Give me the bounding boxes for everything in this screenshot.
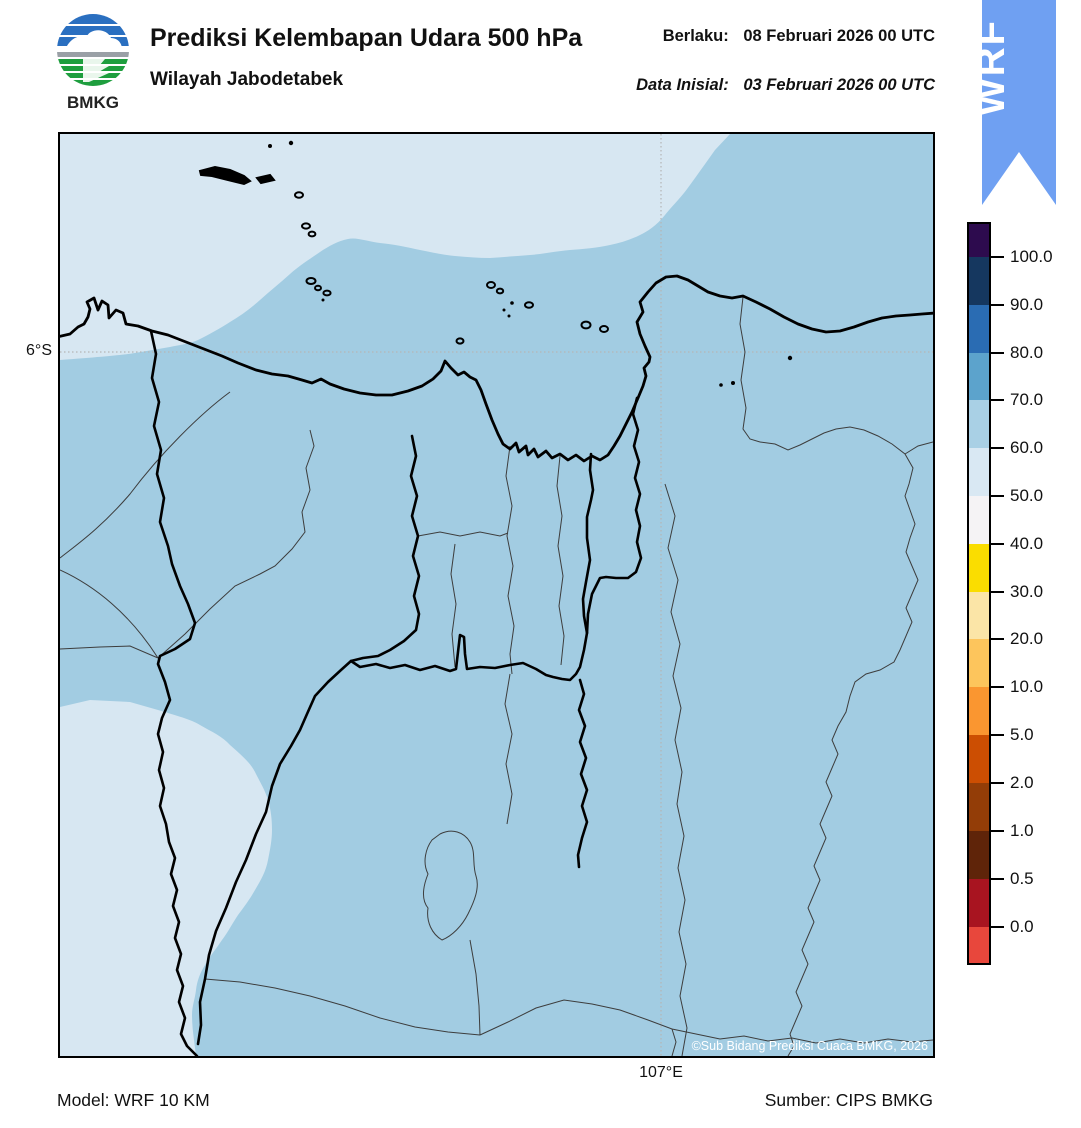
colorbar-segment bbox=[969, 257, 989, 305]
map-canvas: ©Sub Bidang Prediksi Cuaca BMKG, 2026 bbox=[55, 134, 938, 1058]
colorbar-tick-label: 20.0 bbox=[1010, 629, 1044, 648]
humidity-region-50-60-north bbox=[60, 134, 730, 360]
initial-time: Data Inisial: 03 Februari 2026 00 UTC bbox=[636, 76, 935, 95]
page-title: Prediksi Kelembapan Udara 500 hPa bbox=[150, 24, 583, 52]
colorbar-tick-label: 30.0 bbox=[1010, 582, 1044, 601]
lat-tick-label: 6°S bbox=[26, 342, 52, 359]
colorbar-segment bbox=[969, 224, 989, 257]
colorbar-tick-mark bbox=[991, 878, 1004, 880]
colorbar-segment bbox=[969, 783, 989, 831]
forecast-map: ©Sub Bidang Prediksi Cuaca BMKG, 2026 bbox=[55, 132, 938, 1058]
colorbar-tick-mark bbox=[991, 591, 1004, 593]
bmkg-logo: BMKG bbox=[53, 12, 133, 112]
islands bbox=[198, 140, 793, 387]
colorbar-segment bbox=[969, 879, 989, 927]
colorbar-tick-label: 100.0 bbox=[1010, 247, 1053, 266]
colorbar-tick-mark bbox=[991, 686, 1004, 688]
source-label: Sumber: CIPS BMKG bbox=[764, 1090, 933, 1110]
colorbar-tick-mark bbox=[991, 495, 1004, 497]
valid-time-value: 08 Februari 2026 00 UTC bbox=[743, 27, 935, 45]
colorbar-tick-label: 60.0 bbox=[1010, 438, 1044, 457]
colorbar-tick-mark bbox=[991, 352, 1004, 354]
colorbar-segment bbox=[969, 353, 989, 400]
colorbar-segment bbox=[969, 687, 989, 735]
bmkg-logo-text: BMKG bbox=[67, 93, 119, 112]
colorbar-tick-label: 10.0 bbox=[1010, 677, 1044, 696]
colorbar-tick-label: 1.0 bbox=[1010, 821, 1034, 840]
colorbar-tick-mark bbox=[991, 830, 1004, 832]
colorbar-tick-mark bbox=[991, 782, 1004, 784]
colorbar-tick-label: 40.0 bbox=[1010, 534, 1044, 553]
colorbar bbox=[967, 222, 991, 965]
initial-time-value: 03 Februari 2026 00 UTC bbox=[743, 76, 935, 94]
colorbar-tick-mark bbox=[991, 399, 1004, 401]
lon-tick-label: 107°E bbox=[639, 1064, 683, 1081]
colorbar-tick-label: 2.0 bbox=[1010, 773, 1034, 792]
colorbar-tick-mark bbox=[991, 256, 1004, 258]
valid-time-label: Berlaku: bbox=[662, 27, 729, 45]
coastline bbox=[55, 274, 938, 463]
colorbar-tick-mark bbox=[991, 543, 1004, 545]
model-label: Model: WRF 10 KM bbox=[57, 1090, 210, 1110]
colorbar-tick-label: 0.0 bbox=[1010, 917, 1034, 936]
colorbar-tick-label: 0.5 bbox=[1010, 869, 1034, 888]
colorbar-segment bbox=[969, 927, 989, 963]
wrf-ribbon: WRF bbox=[969, 0, 1056, 205]
colorbar-tick-label: 5.0 bbox=[1010, 725, 1034, 744]
humidity-region-50-60-southwest bbox=[60, 700, 272, 1056]
colorbar-segment bbox=[969, 544, 989, 592]
wrf-ribbon-label: WRF bbox=[982, 19, 1013, 116]
colorbar-segment bbox=[969, 400, 989, 448]
page-subtitle: Wilayah Jabodetabek bbox=[150, 69, 344, 90]
graticule bbox=[60, 134, 933, 1056]
colorbar-segment bbox=[969, 639, 989, 687]
colorbar-segment bbox=[969, 305, 989, 353]
colorbar-tick-label: 90.0 bbox=[1010, 295, 1044, 314]
province-boundaries bbox=[149, 329, 643, 1058]
wrf-ribbon-shape bbox=[982, 0, 1056, 205]
colorbar-segment bbox=[969, 592, 989, 639]
colorbar-tick-label: 70.0 bbox=[1010, 390, 1044, 409]
colorbar-tick-mark bbox=[991, 447, 1004, 449]
colorbar-tick-mark bbox=[991, 734, 1004, 736]
colorbar-segment bbox=[969, 831, 989, 879]
colorbar-tick-mark bbox=[991, 304, 1004, 306]
bmkg-logo-icon: BMKG bbox=[57, 14, 129, 112]
colorbar-tick-label: 80.0 bbox=[1010, 343, 1044, 362]
colorbar-segment bbox=[969, 735, 989, 783]
colorbar-tick-mark bbox=[991, 926, 1004, 928]
colorbar-tick-mark bbox=[991, 638, 1004, 640]
colorbar-segment bbox=[969, 496, 989, 544]
map-copyright: ©Sub Bidang Prediksi Cuaca BMKG, 2026 bbox=[692, 1039, 928, 1053]
colorbar-tick-label: 50.0 bbox=[1010, 486, 1044, 505]
valid-time: Berlaku: 08 Februari 2026 00 UTC bbox=[663, 27, 935, 46]
colorbar-segment bbox=[969, 448, 989, 496]
initial-time-label: Data Inisial: bbox=[636, 76, 729, 94]
district-boundaries bbox=[59, 296, 934, 1057]
